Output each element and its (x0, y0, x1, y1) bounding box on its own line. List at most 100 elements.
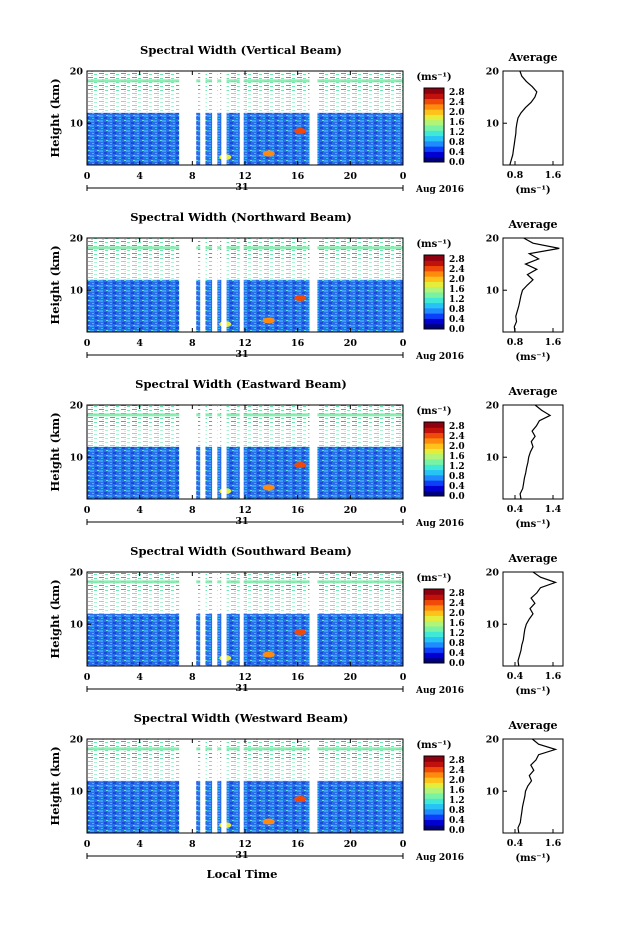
colorbar-swatch (424, 119, 444, 126)
colorbar-swatch (424, 620, 444, 627)
heatmap-hotspot (262, 317, 275, 324)
panel-title: Spectral Width (Westward Beam) (134, 711, 349, 725)
date-month-label: Aug 2016 (415, 853, 464, 863)
colorbar-swatch (424, 798, 444, 805)
colorbar-tick-label: 2.4 (449, 265, 465, 275)
heatmap-lower-layer (87, 279, 403, 332)
data-gap (239, 739, 244, 833)
data-gap (179, 238, 197, 332)
colorbar-swatch (424, 422, 444, 428)
panel-title: Spectral Width (Eastward Beam) (135, 377, 347, 391)
date-day-label: 31 (235, 182, 248, 193)
colorbar-tick-label: 1.6 (449, 786, 465, 796)
date-day-label: 31 (235, 516, 248, 527)
data-gap (179, 739, 197, 833)
data-gap (179, 71, 197, 165)
data-gap (200, 405, 206, 499)
data-gap (309, 739, 318, 833)
data-gap (212, 238, 218, 332)
data-gap (221, 405, 227, 499)
colorbar-swatch (424, 808, 444, 815)
heatmap-lower-layer (87, 613, 403, 666)
data-gap (200, 238, 206, 332)
data-gap (200, 572, 206, 666)
colorbar-swatch (424, 151, 444, 158)
average-title: Average (507, 51, 557, 64)
data-gap (200, 71, 206, 165)
colorbar-frame (423, 87, 445, 163)
average-x-tick-label: 0.4 (507, 838, 524, 849)
colorbar-swatch (424, 114, 444, 121)
colorbar-swatch (424, 480, 444, 486)
x-tick-label: 8 (189, 171, 196, 182)
colorbar-swatch (424, 432, 444, 439)
colorbar-swatch (424, 824, 444, 831)
colorbar: (ms⁻¹) 2.82.42.01.61.20.80.40.0 (416, 740, 464, 836)
colorbar-tick-label: 2.8 (449, 589, 465, 599)
heatmap-mid-layer (87, 91, 403, 113)
colorbar-tick-label: 2.8 (449, 88, 465, 98)
heatmap-hotspot (294, 462, 307, 469)
x-tick-label: 8 (189, 672, 196, 683)
heatmap-hotspot (262, 484, 275, 491)
x-tick-label: 12 (238, 672, 251, 683)
x-tick-label: 20 (344, 839, 358, 850)
heatmap-mid-layer (87, 425, 403, 447)
average-y-tick-label: 20 (486, 735, 500, 746)
date-month-label: Aug 2016 (415, 519, 464, 529)
colorbar-swatch (424, 647, 444, 653)
x-tick-label: 20 (344, 171, 358, 182)
x-tick-label: 16 (291, 338, 305, 349)
colorbar-swatch (424, 297, 444, 304)
average-title: Average (507, 552, 557, 565)
heatmap-band (87, 580, 403, 584)
average-y-tick-label: 10 (486, 453, 500, 464)
colorbar-tick-label: 0.0 (449, 659, 465, 669)
average-y-tick-label: 10 (486, 119, 500, 130)
colorbar-tick-label: 2.0 (449, 108, 465, 118)
colorbar-tick-label: 0.8 (449, 138, 465, 148)
heatmap-hotspot (262, 150, 275, 157)
colorbar: (ms⁻¹) 2.82.42.01.61.20.80.40.0 (416, 239, 464, 335)
heatmap-hotspot (262, 818, 275, 825)
colorbar-swatch (424, 260, 444, 267)
average-title: Average (507, 385, 557, 398)
date-day-label: 31 (235, 683, 248, 694)
average-profile: Average 20 10 0.8 1.6 (ms⁻¹) (486, 51, 564, 196)
colorbar-tick-label: 0.8 (449, 472, 465, 482)
data-gap (221, 71, 227, 165)
data-gap (200, 739, 206, 833)
colorbar-tick-label: 0.8 (449, 639, 465, 649)
y-tick-label: 10 (70, 286, 84, 297)
panel-title: Spectral Width (Southward Beam) (130, 544, 352, 558)
y-tick-label: 20 (70, 67, 84, 78)
heatmap-band (87, 747, 403, 751)
colorbar-swatch (424, 594, 444, 601)
x-tick-label: 0 (84, 839, 91, 850)
colorbar-swatch (424, 281, 444, 288)
heatmap-lower-layer (87, 780, 403, 833)
x-tick-label: 0 (400, 505, 407, 516)
colorbar-swatch (424, 313, 444, 319)
x-axis-label: Local Time (207, 867, 278, 881)
data-gap (239, 405, 244, 499)
colorbar-swatch (424, 93, 444, 100)
colorbar-swatch (424, 265, 444, 272)
heatmap-band (87, 413, 403, 417)
average-y-tick-label: 10 (486, 620, 500, 631)
average-x-tick-label: 1.6 (545, 170, 562, 181)
panel-4: Spectral Width (Southward Beam) 0 4 8 12 16 20… (48, 544, 564, 697)
date-month-label: Aug 2016 (415, 686, 464, 696)
x-tick-label: 0 (84, 672, 91, 683)
data-gap (221, 739, 227, 833)
x-tick-label: 12 (238, 839, 251, 850)
x-tick-label: 0 (400, 338, 407, 349)
average-frame (502, 571, 564, 667)
colorbar-tick-label: 1.2 (449, 796, 465, 806)
average-profile-line (509, 70, 538, 166)
colorbar-swatch (424, 276, 444, 282)
colorbar-tick-label: 1.2 (449, 128, 465, 138)
x-tick-label: 20 (344, 338, 358, 349)
data-gap (212, 739, 218, 833)
